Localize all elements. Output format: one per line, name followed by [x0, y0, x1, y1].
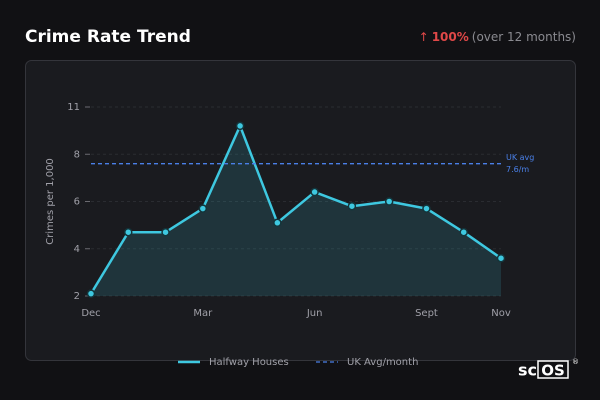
brand-prefix: sc: [518, 361, 537, 380]
chart-panel: [25, 60, 576, 361]
y-tick-label: 4: [74, 244, 80, 255]
line: [89, 124, 502, 295]
area: [91, 125, 501, 297]
point: [86, 289, 96, 298]
brand-box-text: OS: [541, 362, 565, 380]
legend-label: UK Avg/month: [347, 357, 418, 368]
change-arrow: ↑: [419, 30, 429, 44]
reference-label: UK avg: [506, 153, 534, 162]
x-tick-label: Jun: [306, 308, 323, 319]
point: [459, 227, 468, 237]
legend-label: Halfway Houses: [209, 357, 289, 368]
point: [496, 253, 506, 263]
change-period: (over 12 months): [472, 30, 576, 44]
y-axis-label: Crimes per 1,000: [45, 158, 56, 245]
brand-mark: ®: [572, 358, 579, 366]
x-tick-label: Mar: [193, 308, 213, 319]
x-tick-label: Nov: [491, 308, 511, 319]
y-tick-label: 2: [74, 291, 80, 302]
point: [273, 218, 282, 228]
point: [235, 121, 245, 131]
change-value: 100%: [432, 30, 469, 44]
change-summary: ↑ 100% (over 12 months): [419, 30, 576, 44]
y-tick-label: 6: [74, 197, 80, 208]
x-tick-label: Sept: [415, 308, 438, 319]
y-tick-label: 11: [67, 102, 80, 113]
point: [310, 187, 319, 197]
y-tick-label: 8: [74, 149, 80, 160]
x-tick-label: Dec: [81, 308, 100, 319]
point: [347, 201, 357, 211]
reference-value-label: 7.6/m: [506, 165, 529, 174]
title: Crime Rate Trend: [25, 27, 191, 47]
plot: 2 4 6 8 11 Crimes per 1,000 Dec Mar Jun Sept Nov UK…: [45, 102, 534, 368]
point: [422, 204, 431, 213]
point: [384, 197, 394, 206]
point: [161, 227, 170, 237]
point: [198, 204, 208, 213]
point: [124, 227, 133, 237]
brand-box: [537, 360, 569, 379]
